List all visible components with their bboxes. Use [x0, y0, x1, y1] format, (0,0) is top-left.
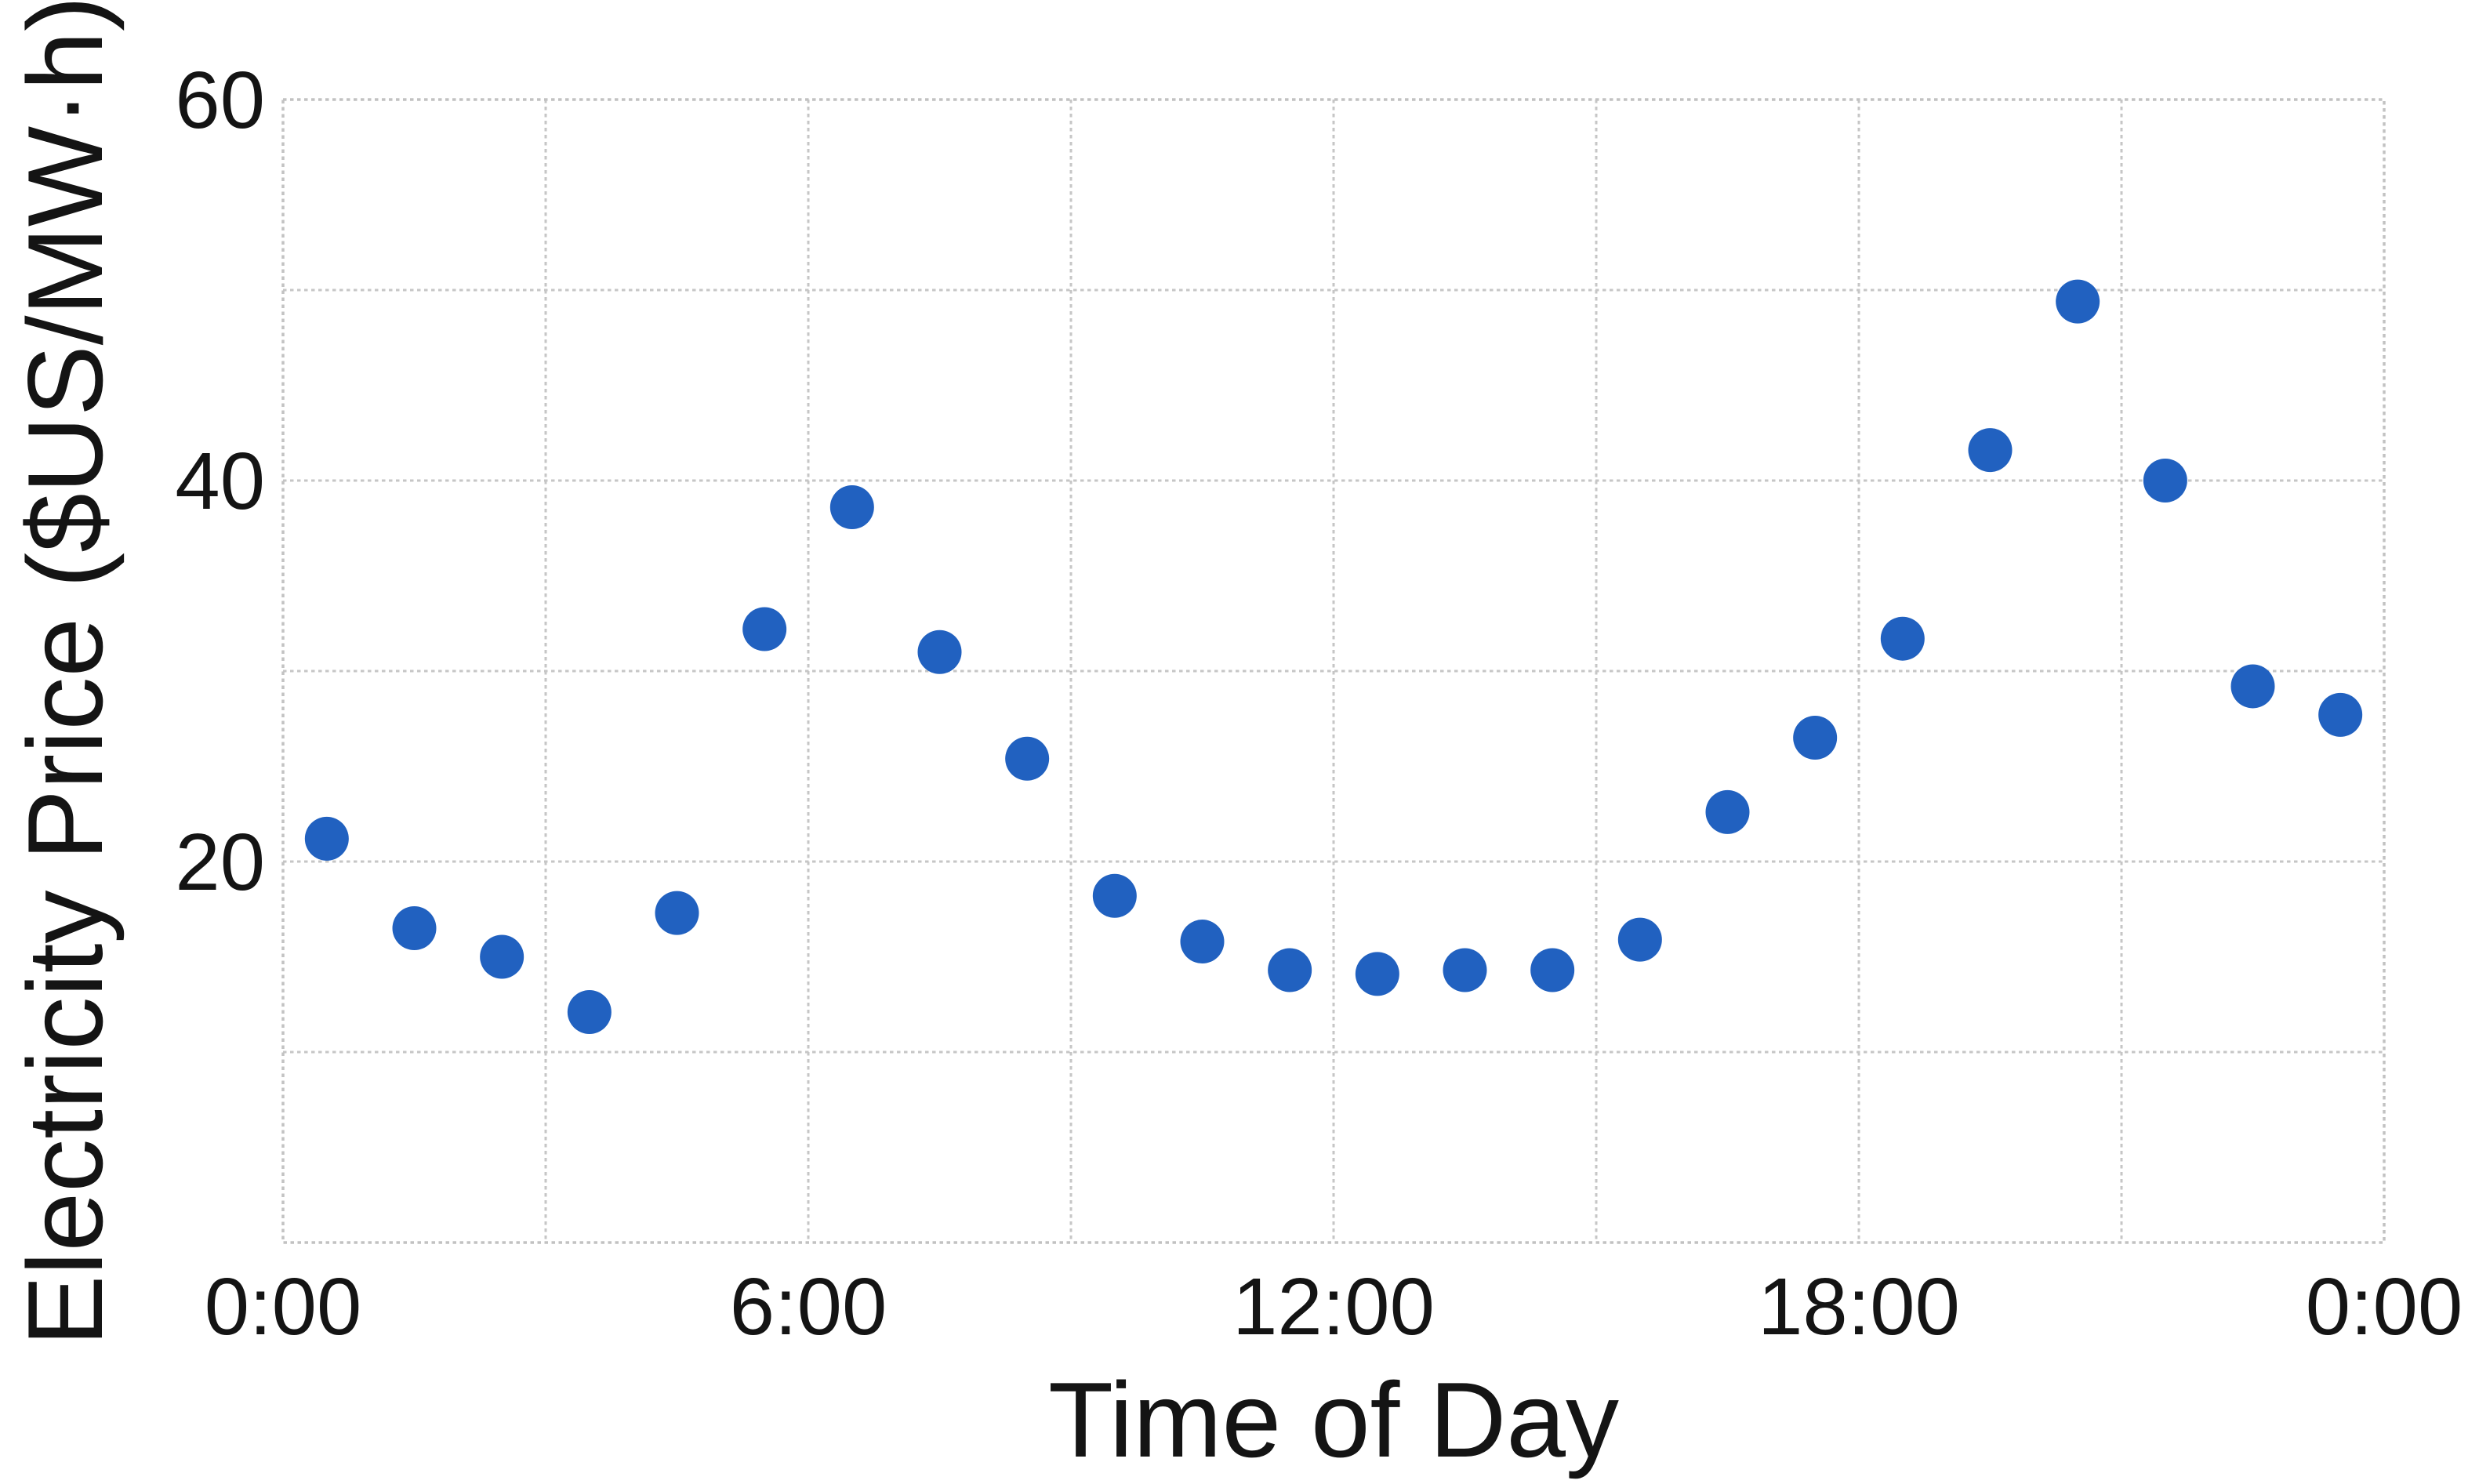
data-point [829, 485, 874, 530]
data-point [917, 630, 962, 674]
y-tick-label: 40 [175, 436, 265, 526]
data-point [1880, 616, 1925, 661]
data-point [1617, 917, 1662, 962]
x-tick-label: 0:00 [2306, 1261, 2463, 1352]
data-point [655, 891, 699, 935]
data-points-layer [304, 279, 2363, 1034]
x-tick-label: 18:00 [1758, 1261, 1960, 1352]
data-point [1005, 736, 1050, 781]
x-tick-label: 0:00 [205, 1261, 361, 1352]
data-point [1705, 789, 1750, 834]
x-tick-label: 12:00 [1232, 1261, 1435, 1352]
x-axis-title: Time of Day [1048, 1360, 1619, 1479]
data-point [1968, 428, 2013, 473]
data-point [2056, 279, 2100, 324]
x-tick-label: 6:00 [730, 1261, 887, 1352]
data-point [392, 906, 437, 951]
data-point [1443, 948, 1487, 992]
data-point [480, 934, 524, 979]
y-tick-label: 60 [175, 55, 265, 145]
data-point [2143, 459, 2187, 503]
data-point [1268, 948, 1312, 992]
data-point [1180, 920, 1225, 964]
y-tick-label: 20 [175, 817, 265, 907]
data-point [567, 989, 612, 1034]
data-point [1793, 716, 1838, 760]
data-point [2318, 692, 2363, 737]
data-point [2230, 664, 2275, 709]
tick-labels-layer: 0:00 6:00 12:00 18:00 0:00 20 40 60 [175, 55, 2463, 1352]
data-point [1092, 873, 1137, 918]
data-point [304, 816, 349, 861]
data-point [742, 607, 787, 651]
data-point [1355, 952, 1399, 996]
grid-layer [283, 98, 2384, 1243]
y-axis-title: Electricity Price ($US/MW·h) [5, 0, 125, 1346]
data-point [1530, 948, 1575, 992]
